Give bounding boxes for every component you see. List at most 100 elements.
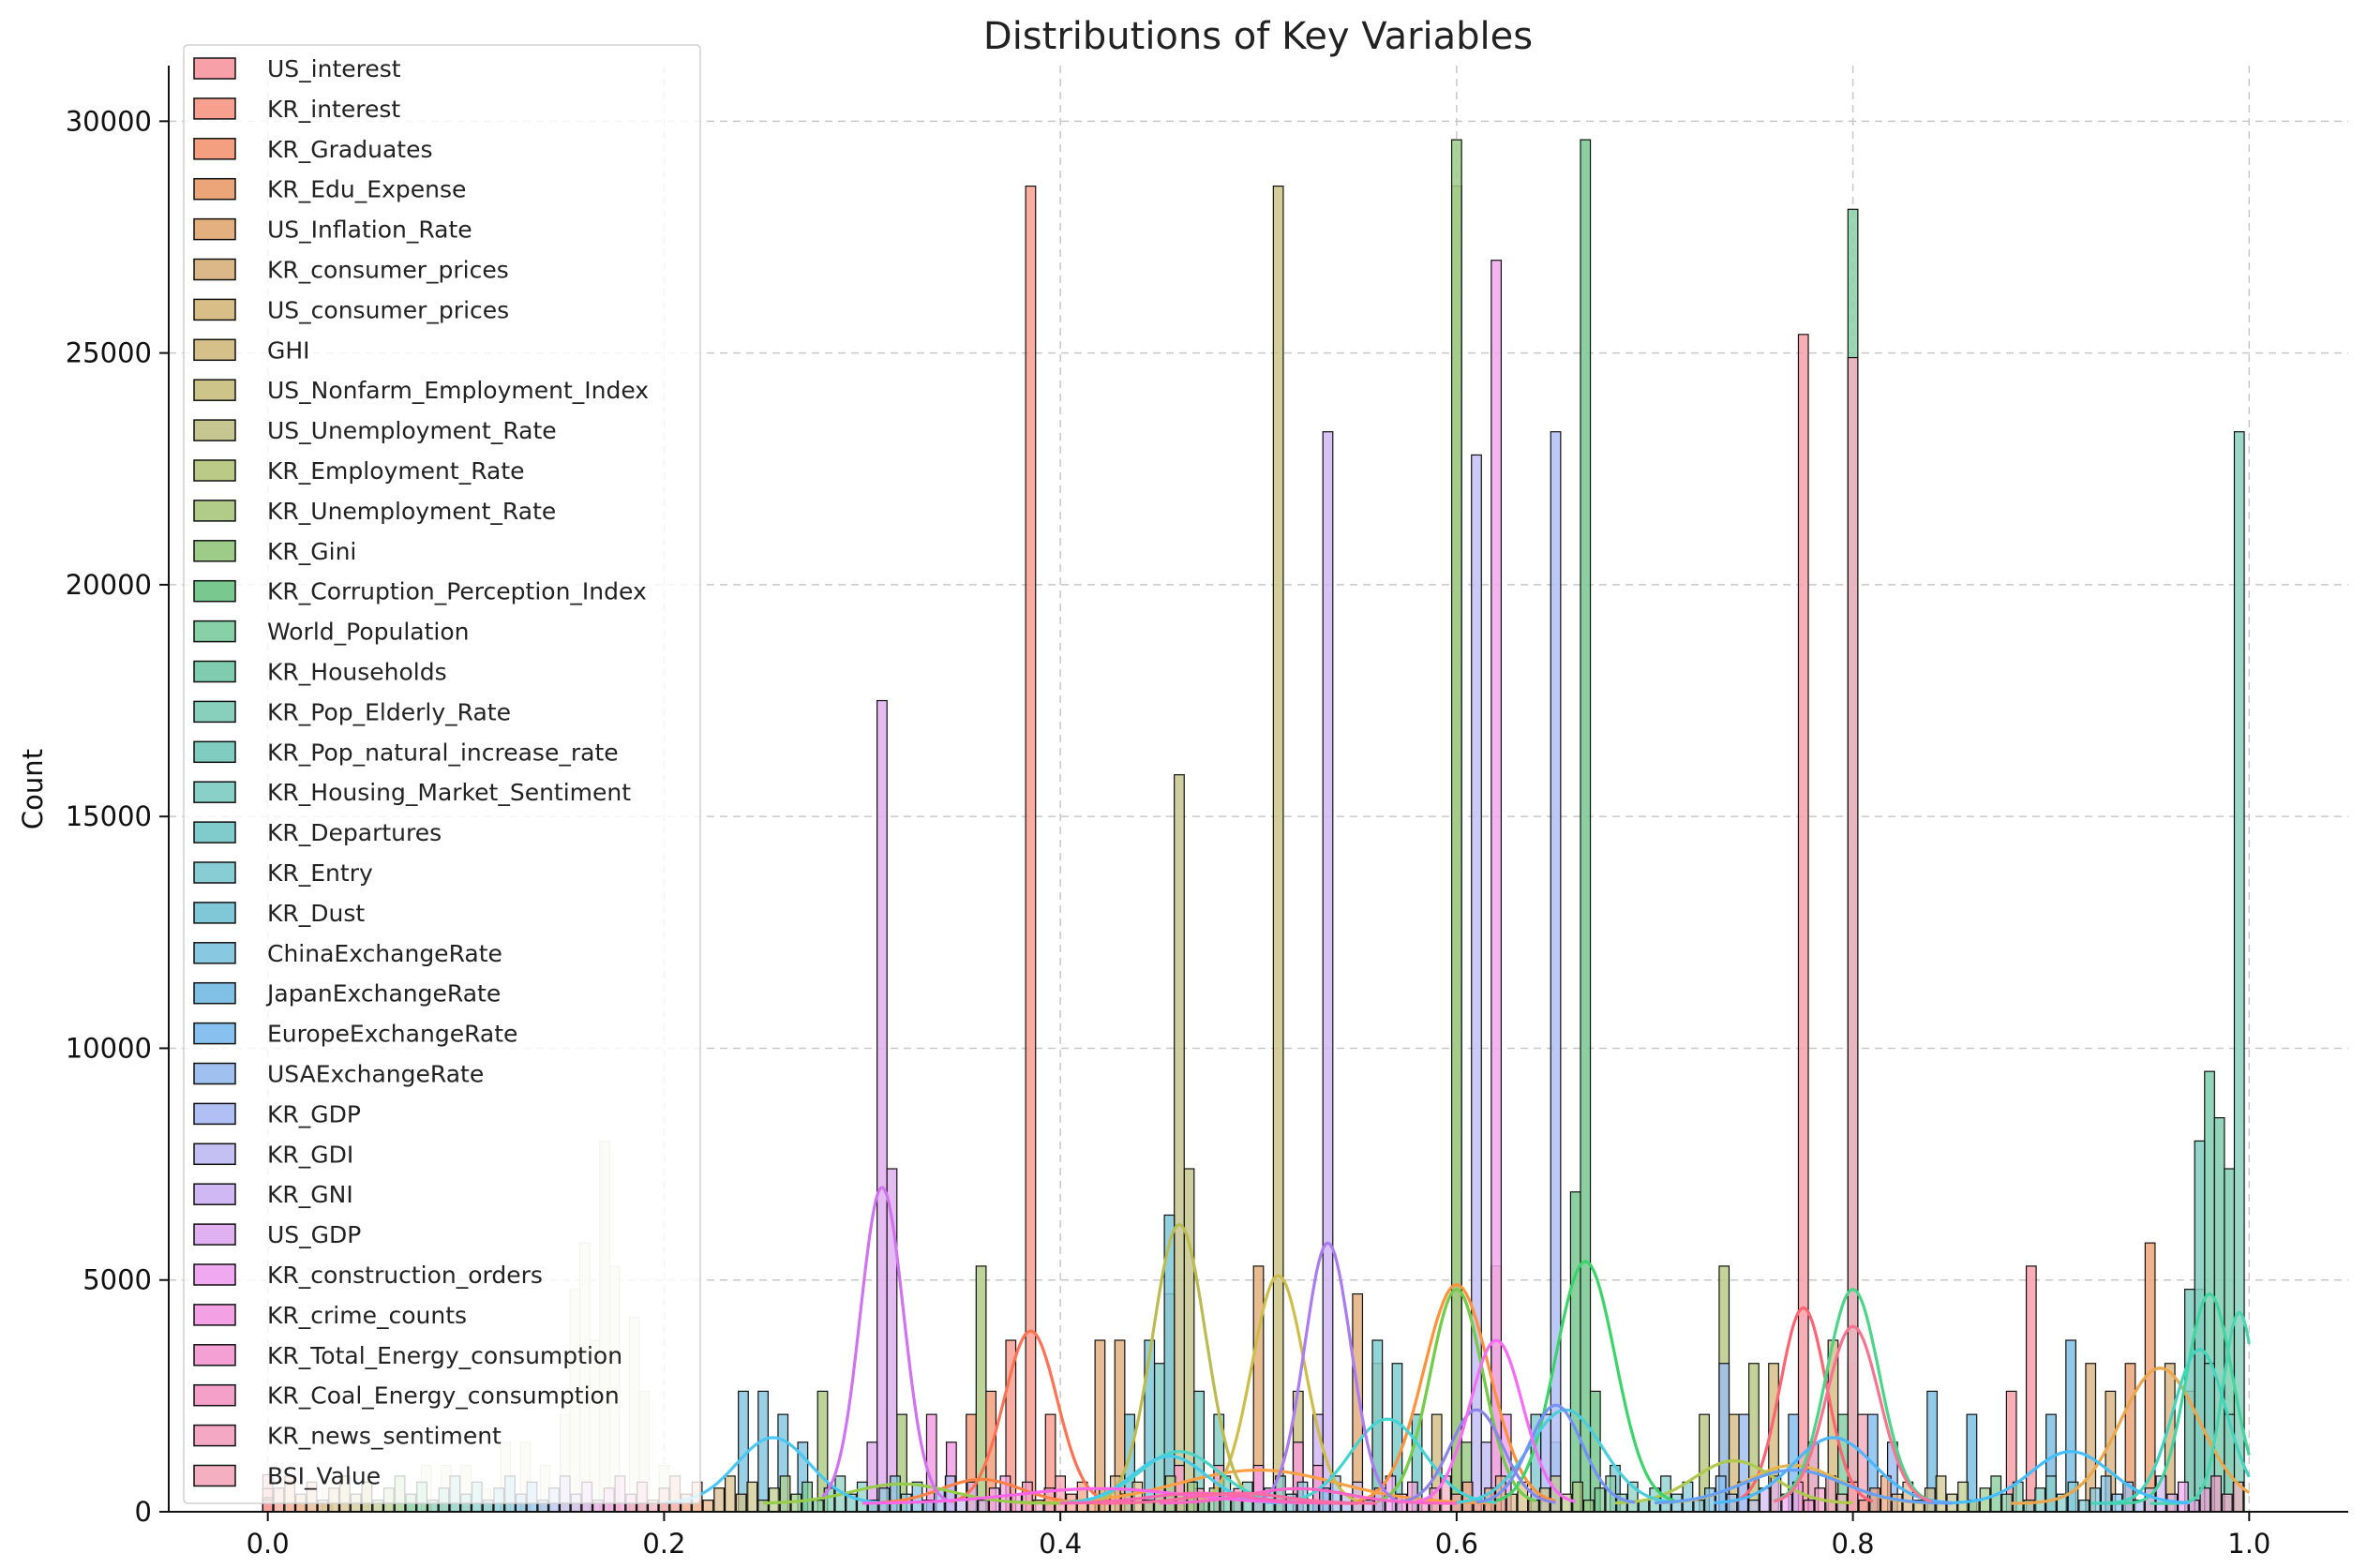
baseline-bar xyxy=(1825,1475,1836,1513)
legend-label-usaexchangerate: USAExchangeRate xyxy=(267,1061,484,1088)
legend-label-kr-unemployment-rate: KR_Unemployment_Rate xyxy=(267,498,556,525)
baseline-bar xyxy=(2177,1481,2189,1513)
kde-us-nonfarm-employment-index xyxy=(1198,1274,1358,1502)
kde-kr-edu-expense xyxy=(1356,1283,1556,1503)
baseline-bar xyxy=(2001,1493,2013,1513)
legend-swatch-kr-dust xyxy=(193,902,236,924)
legend-label-kr-crime-counts: KR_crime_counts xyxy=(267,1302,467,1329)
bar-kr-construction-orders xyxy=(1491,260,1503,1513)
baseline-bar xyxy=(1880,1475,1892,1513)
baseline-bar xyxy=(2090,1487,2101,1513)
legend-label-chinaexchangerate: ChinaExchangeRate xyxy=(267,940,502,967)
baseline-bar xyxy=(1957,1481,1969,1513)
legend-label-bsi-value: BSI_Value xyxy=(267,1463,381,1490)
bar-kr-corruption-perception-index xyxy=(1580,139,1592,1513)
y-tick-label: 25000 xyxy=(66,337,152,369)
kde-kr-unemployment-rate xyxy=(763,1482,1061,1505)
kde-kr-pop-natural-increase-rate xyxy=(2090,1348,2251,1505)
legend-swatch-kr-gdp xyxy=(193,1102,236,1126)
bar-kr-gini xyxy=(1450,139,1462,1513)
legend-swatch-kr-gdi xyxy=(193,1142,236,1166)
legend-swatch-kr-corruption-perception-index xyxy=(193,579,236,603)
baseline-bar xyxy=(1022,1481,1033,1513)
baseline-bar xyxy=(978,1500,989,1513)
bar-us-interest xyxy=(1797,334,1809,1513)
baseline-bar xyxy=(746,1481,758,1513)
kde-us-gdp xyxy=(821,1186,952,1503)
legend-swatch-us-unemployment-rate xyxy=(193,419,236,441)
baseline-bar xyxy=(856,1481,868,1513)
kde-kr-graduates xyxy=(861,1477,1101,1505)
legend-swatch-kr-pop-natural-increase-rate xyxy=(193,740,236,764)
legend-label-us-consumer-prices: US_consumer_prices xyxy=(267,296,509,323)
legend-swatch-kr-consumer-prices xyxy=(193,258,236,281)
legend-label-us-nonfarm-employment-index: US_Nonfarm_Employment_Index xyxy=(267,377,649,404)
baseline-bar xyxy=(2078,1500,2090,1513)
kde-kr-households xyxy=(2110,1292,2251,1505)
baseline-bar xyxy=(878,1487,891,1513)
legend: US_interest KR_interest KR_Graduates KR_Edu… xyxy=(183,44,701,1504)
baseline-bar xyxy=(1935,1475,1947,1513)
baseline-bar xyxy=(2067,1481,2079,1513)
kde-bsi-value xyxy=(1773,1324,1933,1503)
bar-us-inflation-rate xyxy=(1094,1339,1106,1513)
x-tick-label: 0.8 xyxy=(1832,1528,1875,1560)
legend-swatch-kr-housing-market-sentiment xyxy=(193,781,236,803)
legend-swatch-europeexchangerate xyxy=(193,1022,236,1045)
legend-label-kr-pop-elderly-rate: KR_Pop_Elderly_Rate xyxy=(267,698,511,725)
kde-japanexchangerate xyxy=(1952,1450,2190,1505)
legend-swatch-usaexchangerate xyxy=(193,1062,236,1085)
bar-kr-pop-elderly-rate xyxy=(2233,431,2245,1513)
legend-label-us-inflation-rate: US_Inflation_Rate xyxy=(267,217,472,244)
baseline-bar xyxy=(944,1475,956,1513)
legend-label-world-population: World_Population xyxy=(267,619,470,646)
legend-label-us-interest: US_interest xyxy=(267,55,401,82)
legend-swatch-ghi xyxy=(193,338,236,362)
baseline-bar xyxy=(1748,1500,1760,1513)
baseline-bar xyxy=(735,1493,747,1513)
baseline-bar xyxy=(702,1500,714,1513)
legend-swatch-kr-entry xyxy=(193,861,236,884)
legend-swatch-kr-unemployment-rate xyxy=(193,500,236,522)
bar-us-nonfarm-employment-index xyxy=(1272,185,1284,1513)
legend-label-kr-graduates: KR_Graduates xyxy=(267,136,432,163)
legend-label-kr-corruption-perception-index: KR_Corruption_Perception_Index xyxy=(267,578,647,605)
kde-world-population xyxy=(1773,1287,1933,1503)
kde-kr-construction-orders xyxy=(1416,1338,1577,1503)
legend-swatch-kr-coal-energy-consumption xyxy=(193,1383,236,1407)
legend-label-kr-news-sentiment: KR_news_sentiment xyxy=(267,1423,502,1450)
bar-kr-dust xyxy=(1144,1339,1156,1513)
legend-label-kr-gdi: KR_GDI xyxy=(267,1141,353,1168)
legend-label-us-unemployment-rate: US_Unemployment_Rate xyxy=(267,417,557,444)
baseline-bar xyxy=(1582,1500,1595,1513)
legend-label-ghi: GHI xyxy=(267,336,310,364)
legend-label-kr-edu-expense: KR_Edu_Expense xyxy=(267,176,466,203)
baseline-bar xyxy=(1682,1481,1694,1513)
y-tick-label: 20000 xyxy=(66,569,152,601)
bar-kr-gni xyxy=(1322,431,1334,1513)
legend-label-kr-employment-rate: KR_Employment_Rate xyxy=(267,457,525,485)
baseline-bar xyxy=(768,1487,780,1513)
x-tick-label: 0.2 xyxy=(642,1528,685,1560)
legend-label-kr-consumer-prices: KR_consumer_prices xyxy=(267,257,509,284)
legend-swatch-us-inflation-rate xyxy=(193,217,236,241)
legend-swatch-us-consumer-prices xyxy=(193,298,236,321)
legend-label-kr-departures: KR_Departures xyxy=(267,819,442,846)
baseline-bar xyxy=(1891,1493,1903,1513)
kde-kr-total-energy-consumption xyxy=(1159,1486,1457,1505)
baseline-bar xyxy=(1572,1481,1583,1513)
legend-label-kr-total-energy-consumption: KR_Total_Energy_consumption xyxy=(267,1342,622,1369)
kde-europeexchangerate xyxy=(1714,1436,1953,1504)
y-tick-label: 0 xyxy=(135,1496,152,1528)
baseline-bar xyxy=(1704,1487,1715,1513)
x-ticks: 0.0 0.2 0.4 0.6 0.8 1.0 xyxy=(247,1512,2270,1560)
legend-swatch-us-nonfarm-employment-index xyxy=(193,379,236,401)
legend-label-kr-gni: KR_GNI xyxy=(267,1181,353,1208)
legend-swatch-kr-departures xyxy=(193,821,236,844)
bar-bsi-value xyxy=(1847,356,1859,1513)
legend-swatch-kr-interest xyxy=(193,97,236,120)
kde-us-unemployment-rate xyxy=(1099,1222,1260,1502)
legend-swatch-japanexchangerate xyxy=(193,981,236,1005)
baseline-bar xyxy=(801,1481,813,1513)
